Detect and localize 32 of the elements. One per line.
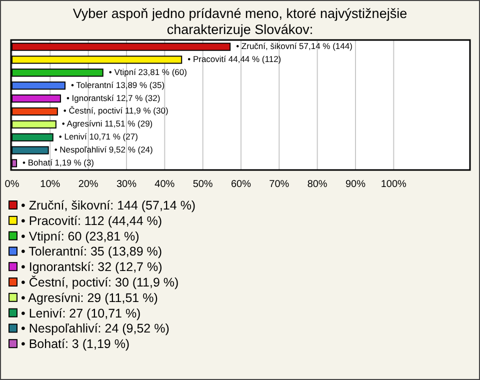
text: • Vtipní: 60 (23,81 %) (21, 229, 140, 244)
data-label: • Vtipní 23,81 % (60) (108, 66, 188, 77)
x-tick-label: 70% (269, 179, 290, 190)
data-label: • Nespoľahliví 9,52 % (24) (54, 144, 154, 155)
x-tick-label: 40% (154, 179, 175, 190)
data-label: • Pracovití 44,44 % (112) (188, 54, 282, 64)
data-label: • Bohatí 1,19 % (3) (22, 157, 94, 168)
text: • Ignorantskí: 32 (12,7 %) (21, 260, 162, 274)
text: • Pracovití: 112 (44,44 %) (21, 214, 162, 228)
text: • Nespoľahliví: 24 (9,52 %) (21, 322, 170, 336)
data-label: • Tolerantní 13,89 % (35) (71, 80, 165, 90)
x-tick-label: 20% (78, 179, 98, 190)
text: • Zruční, šikovní: 144 (57,14 %) (21, 198, 196, 212)
x-tick-label: 90% (345, 179, 366, 190)
text: • Agresívni: 29 (11,51 %) (21, 290, 158, 305)
text: • Leniví: 27 (10,71 %) (21, 306, 141, 320)
data-label: • Agresívni 11,51 % (29) (62, 118, 153, 129)
x-tick-label: 50% (192, 179, 213, 190)
data-label: • Čestní, poctiví 11,9 % (30) (63, 106, 168, 116)
x-tick-label: 10% (40, 179, 60, 190)
text: • Tolerantní: 35 (13,89 %) (21, 244, 162, 259)
data-label: • Zruční, šikovní 57,14 % (144) (236, 41, 353, 52)
x-tick-label: 60% (230, 179, 252, 190)
data-label: • Ignorantskí 12,7 % (32) (66, 92, 160, 103)
x-tick-label: 80% (307, 179, 328, 190)
x-tick-label: 30% (116, 179, 137, 190)
chart-title: Vyber aspoň jedno prídavné meno, ktoré najvýstižnejšie charakterizuje Slovákov: (72, 6, 408, 37)
data-label: • Leniví 10,71 % (27) (58, 132, 138, 142)
x-tick-label: 0% (4, 179, 20, 190)
x-tick-label: 100% (380, 179, 407, 190)
text: • Bohatí: 3 (1,19 %) (21, 337, 130, 352)
text: • Čestní, poctiví: 30 (11,9 %) (21, 276, 179, 290)
